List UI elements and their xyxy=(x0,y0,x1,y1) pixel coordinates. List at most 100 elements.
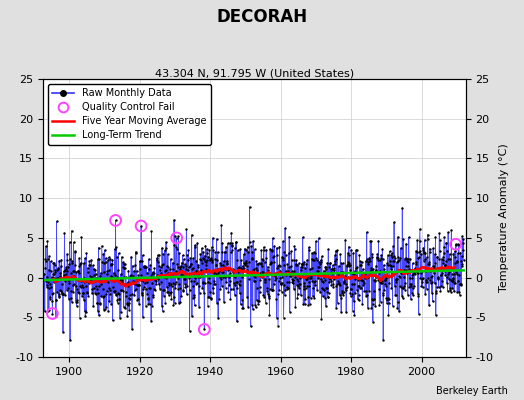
Point xyxy=(319,279,328,286)
Point xyxy=(204,254,212,260)
Point xyxy=(121,305,129,311)
Point xyxy=(159,260,167,267)
Point xyxy=(86,262,94,268)
Point xyxy=(447,227,455,233)
Point xyxy=(423,231,432,238)
Point xyxy=(457,261,466,267)
Point xyxy=(127,279,135,286)
Point xyxy=(228,242,236,249)
Point xyxy=(85,262,93,268)
Point xyxy=(165,282,173,288)
Point xyxy=(314,268,322,274)
Point xyxy=(160,286,169,293)
Point xyxy=(117,254,126,260)
Point xyxy=(221,249,230,255)
Point xyxy=(445,264,453,270)
Point xyxy=(281,287,290,293)
Point xyxy=(285,264,293,270)
Point xyxy=(130,292,138,298)
Point xyxy=(410,269,418,275)
Point xyxy=(66,239,74,246)
Point xyxy=(413,270,422,276)
Point xyxy=(151,277,159,283)
Point xyxy=(347,286,356,292)
Point xyxy=(88,276,96,282)
Point xyxy=(307,294,315,301)
Point xyxy=(189,265,197,272)
Point xyxy=(244,304,252,310)
Point xyxy=(202,262,211,268)
Point xyxy=(369,297,378,304)
Point xyxy=(401,286,409,293)
Point xyxy=(158,308,167,314)
Point xyxy=(235,264,244,270)
Point xyxy=(424,261,433,267)
Point xyxy=(171,233,179,240)
Point xyxy=(374,254,382,261)
Point xyxy=(430,265,439,272)
Point xyxy=(454,250,462,256)
Point xyxy=(264,267,272,273)
Point xyxy=(210,281,219,288)
Point xyxy=(348,308,357,314)
Point xyxy=(155,262,163,269)
Point xyxy=(201,242,210,249)
Point xyxy=(378,246,387,252)
Point xyxy=(176,265,184,272)
Point xyxy=(97,281,106,288)
Point xyxy=(375,302,384,308)
Point xyxy=(140,264,149,270)
Point xyxy=(207,296,215,302)
Point xyxy=(335,272,344,278)
Point xyxy=(426,268,434,274)
Point xyxy=(169,259,177,266)
Point xyxy=(289,277,298,283)
Point xyxy=(337,288,346,294)
Point xyxy=(194,273,203,280)
Point xyxy=(329,281,337,288)
Point xyxy=(124,302,133,308)
Point xyxy=(117,287,126,293)
Point xyxy=(304,244,313,250)
Point xyxy=(111,288,119,294)
Point xyxy=(151,278,160,284)
Point xyxy=(344,260,353,267)
Point xyxy=(59,272,68,279)
Point xyxy=(390,219,398,225)
Point xyxy=(321,264,330,270)
Point xyxy=(217,249,226,255)
Point xyxy=(242,260,250,266)
Point xyxy=(295,285,303,291)
Point xyxy=(282,286,291,292)
Point xyxy=(432,283,441,290)
Point xyxy=(119,263,127,270)
Point xyxy=(123,300,131,307)
Point xyxy=(400,266,408,273)
Point xyxy=(170,300,179,306)
Point xyxy=(255,260,263,266)
Point xyxy=(51,268,60,275)
Point xyxy=(434,274,443,281)
Point xyxy=(449,276,457,282)
Point xyxy=(442,274,451,280)
Point xyxy=(113,274,121,281)
Point xyxy=(392,276,400,282)
Point xyxy=(257,259,265,266)
Point xyxy=(163,289,171,295)
Point xyxy=(269,254,277,260)
Point xyxy=(85,258,94,264)
Point xyxy=(459,246,467,253)
Point xyxy=(331,248,340,254)
Point xyxy=(95,256,104,262)
Point xyxy=(100,269,108,275)
Point xyxy=(127,279,136,286)
Point xyxy=(140,284,148,290)
Point xyxy=(375,270,383,276)
Point xyxy=(58,281,67,288)
Point xyxy=(332,283,341,289)
Point xyxy=(161,247,169,254)
Point xyxy=(160,268,169,274)
Point xyxy=(304,293,312,300)
Point xyxy=(203,278,212,285)
Point xyxy=(449,251,457,257)
